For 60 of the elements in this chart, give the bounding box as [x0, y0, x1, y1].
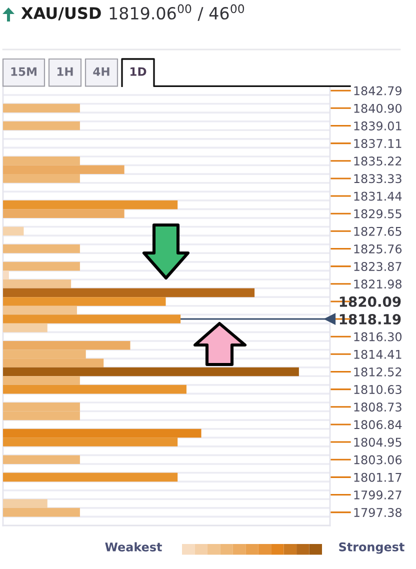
y-tick-label: 1837.11	[354, 138, 402, 148]
y-tick-label: 1827.65	[354, 226, 402, 236]
bar	[3, 314, 181, 324]
y-tick-label: 1810.63	[354, 384, 402, 394]
y-tick-label: 1829.55	[354, 209, 402, 218]
y-tick-label: 1823.87	[354, 262, 402, 272]
bar	[3, 438, 178, 446]
bar	[3, 428, 202, 438]
bar	[3, 165, 124, 174]
chart-subtitle: 1819.06$^{00}$ / 46$^{00}$	[110, 4, 244, 21]
y-tick-label: 1797.38	[354, 508, 402, 518]
bar	[3, 323, 48, 332]
y-tick-label: 1808.73	[354, 402, 402, 412]
bar	[3, 508, 80, 517]
y-tick-label: 1816.30	[354, 332, 402, 342]
y-tick-label: 1840.90	[354, 104, 402, 113]
y-tick-label: 1801.17	[354, 472, 402, 482]
text: 1D	[130, 67, 146, 76]
y-tick-label: 1820.09	[340, 296, 401, 307]
y-tick-label: 1804.95	[354, 438, 402, 447]
bar	[3, 156, 80, 166]
bar	[3, 306, 77, 315]
text: 4H	[93, 67, 110, 76]
bar	[3, 262, 80, 271]
bar	[3, 288, 255, 298]
bar	[3, 270, 9, 280]
y-tick-label: 1835.22	[354, 156, 402, 166]
bar	[3, 104, 80, 113]
y-tick-label: 1799.27	[354, 490, 402, 500]
bar	[3, 209, 124, 218]
bar	[3, 367, 299, 376]
bar	[3, 244, 80, 254]
bar	[3, 200, 178, 210]
bar	[3, 384, 186, 394]
y-tick-label: 1806.84	[354, 420, 402, 430]
text: Weakest	[105, 542, 162, 552]
bar	[3, 499, 48, 508]
y-tick-label: 1814.41	[354, 350, 402, 359]
text: Strongest	[339, 542, 404, 554]
chart-title: XAU/USD	[21, 7, 101, 20]
bar	[3, 279, 72, 288]
y-tick-label: 1803.06	[354, 455, 402, 464]
y-tick-label: 1825.76	[354, 244, 402, 254]
y-tick-label: 1842.79	[354, 86, 402, 96]
bar	[3, 376, 80, 385]
bar	[3, 174, 80, 183]
text: 1H	[57, 67, 73, 76]
bar	[3, 340, 130, 350]
y-tick-label: 1833.33	[354, 174, 402, 184]
y-tick-label: 1818.19	[340, 314, 401, 325]
bar	[3, 226, 24, 236]
bar	[3, 472, 178, 482]
bar	[3, 297, 166, 306]
y-tick-label: 1831.44	[354, 192, 402, 201]
bar	[3, 121, 80, 130]
bar	[3, 455, 80, 464]
text: 15M	[11, 67, 36, 76]
y-tick-label: 1812.52	[354, 367, 402, 376]
y-tick-label: 1839.01	[354, 121, 402, 130]
y-tick-label: 1821.98	[354, 280, 402, 289]
